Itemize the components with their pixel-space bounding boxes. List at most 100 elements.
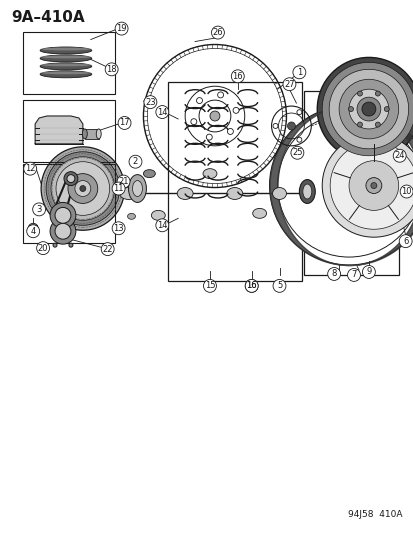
- Circle shape: [33, 203, 45, 216]
- Circle shape: [68, 174, 97, 204]
- Circle shape: [155, 219, 169, 232]
- Text: 9: 9: [366, 268, 370, 277]
- Ellipse shape: [252, 208, 266, 219]
- Circle shape: [203, 279, 216, 292]
- Ellipse shape: [82, 129, 87, 139]
- Circle shape: [118, 117, 131, 130]
- Circle shape: [217, 92, 223, 98]
- Circle shape: [361, 265, 375, 278]
- Circle shape: [144, 95, 157, 109]
- Text: 26: 26: [212, 28, 223, 37]
- Circle shape: [348, 89, 388, 129]
- Circle shape: [273, 279, 285, 292]
- Ellipse shape: [40, 71, 92, 74]
- Circle shape: [37, 241, 50, 255]
- Circle shape: [327, 268, 340, 280]
- Circle shape: [209, 111, 219, 121]
- Circle shape: [41, 147, 124, 230]
- Text: 1: 1: [296, 68, 301, 77]
- Circle shape: [375, 122, 380, 127]
- Circle shape: [105, 63, 118, 76]
- Circle shape: [24, 162, 37, 175]
- Circle shape: [330, 142, 413, 229]
- Text: 17: 17: [119, 118, 130, 127]
- Ellipse shape: [40, 71, 92, 78]
- Ellipse shape: [143, 169, 155, 177]
- Circle shape: [321, 134, 413, 237]
- Ellipse shape: [132, 181, 142, 197]
- Circle shape: [67, 175, 75, 183]
- Text: 22: 22: [102, 245, 113, 254]
- Circle shape: [282, 78, 295, 91]
- Circle shape: [231, 70, 244, 83]
- Text: 16: 16: [232, 72, 242, 81]
- Circle shape: [316, 58, 413, 161]
- Circle shape: [55, 207, 71, 223]
- Text: 14: 14: [157, 108, 167, 117]
- Circle shape: [50, 219, 76, 244]
- Circle shape: [277, 114, 413, 257]
- Ellipse shape: [96, 129, 101, 139]
- Circle shape: [398, 235, 411, 248]
- Circle shape: [287, 122, 295, 130]
- Ellipse shape: [40, 63, 92, 70]
- Text: 8: 8: [331, 270, 336, 278]
- Circle shape: [361, 102, 375, 116]
- Circle shape: [46, 152, 119, 225]
- Circle shape: [365, 177, 381, 193]
- Text: 19: 19: [116, 24, 126, 33]
- Circle shape: [51, 157, 114, 220]
- Ellipse shape: [40, 55, 92, 62]
- Circle shape: [348, 161, 398, 211]
- Circle shape: [190, 119, 196, 125]
- Text: 25: 25: [292, 148, 302, 157]
- Ellipse shape: [151, 211, 165, 220]
- Text: 20: 20: [38, 244, 48, 253]
- Circle shape: [356, 91, 361, 96]
- Circle shape: [75, 181, 90, 197]
- Circle shape: [244, 279, 258, 292]
- Ellipse shape: [302, 184, 311, 199]
- Bar: [85, 129, 98, 139]
- Circle shape: [227, 128, 233, 134]
- Ellipse shape: [40, 47, 92, 51]
- Polygon shape: [35, 116, 83, 144]
- Circle shape: [399, 185, 412, 198]
- Circle shape: [56, 161, 109, 215]
- Text: 21: 21: [118, 177, 128, 186]
- Circle shape: [55, 223, 71, 239]
- Text: 7: 7: [351, 270, 356, 279]
- Circle shape: [328, 69, 408, 149]
- Circle shape: [292, 66, 305, 79]
- Circle shape: [28, 223, 38, 233]
- Circle shape: [269, 106, 413, 265]
- Circle shape: [338, 79, 398, 139]
- Text: 27: 27: [283, 80, 294, 88]
- Bar: [23, 31, 114, 94]
- Circle shape: [69, 243, 73, 247]
- Ellipse shape: [40, 55, 92, 59]
- Circle shape: [112, 182, 125, 195]
- Ellipse shape: [127, 213, 135, 219]
- Ellipse shape: [177, 188, 192, 199]
- Circle shape: [290, 147, 303, 159]
- Circle shape: [244, 279, 258, 292]
- Ellipse shape: [202, 168, 216, 179]
- Circle shape: [370, 183, 376, 189]
- Text: 16: 16: [246, 281, 256, 290]
- Circle shape: [155, 106, 169, 118]
- Circle shape: [296, 137, 301, 142]
- Text: 13: 13: [113, 224, 123, 233]
- Circle shape: [129, 155, 142, 168]
- Circle shape: [356, 97, 380, 121]
- Text: 15: 15: [204, 281, 215, 290]
- Circle shape: [356, 122, 361, 127]
- Circle shape: [112, 222, 125, 235]
- Text: 11: 11: [113, 184, 123, 193]
- Text: 24: 24: [394, 151, 404, 160]
- Text: 16: 16: [246, 281, 256, 290]
- Circle shape: [392, 149, 405, 162]
- Bar: [23, 164, 114, 243]
- Circle shape: [64, 172, 78, 185]
- Circle shape: [27, 225, 40, 238]
